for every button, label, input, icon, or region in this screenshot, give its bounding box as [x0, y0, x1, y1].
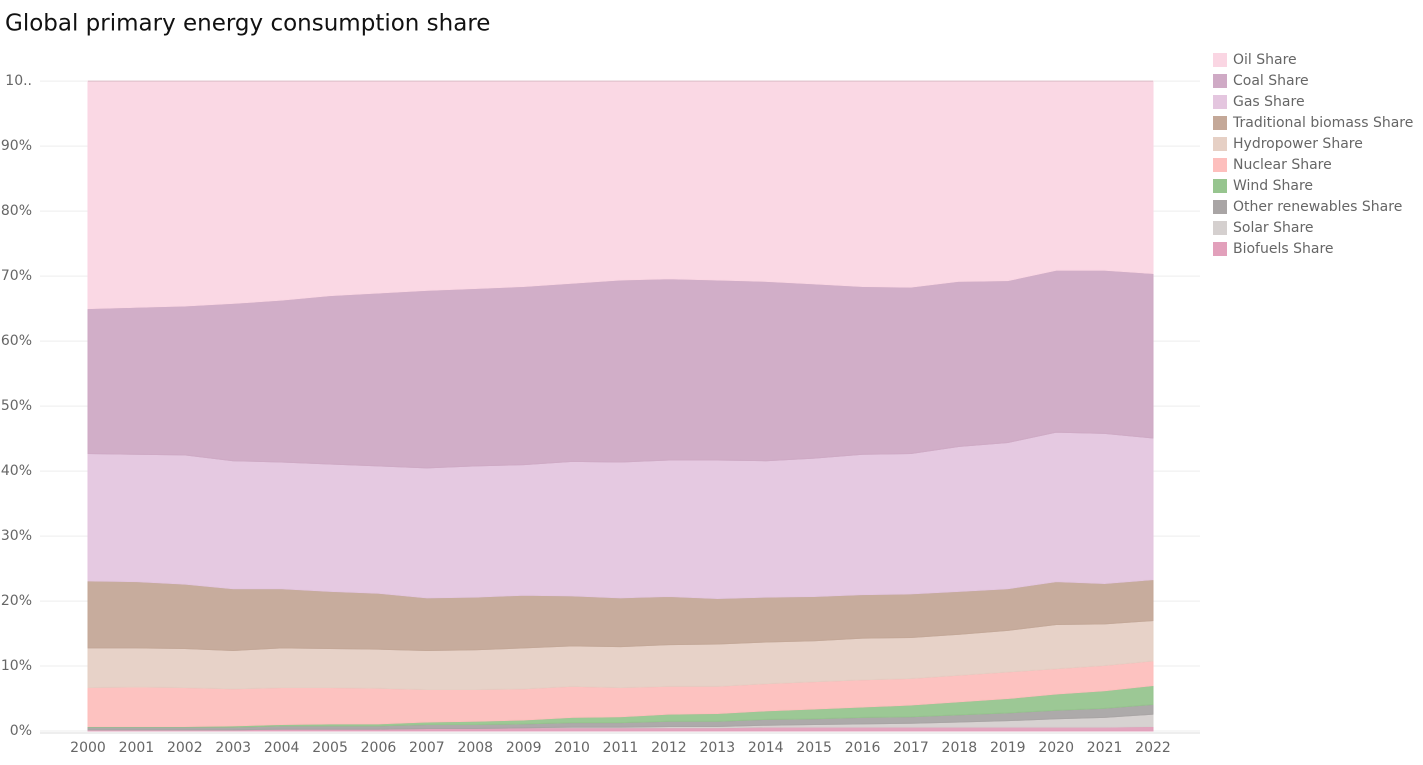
legend-swatch — [1213, 200, 1227, 214]
legend-label: Hydropower Share — [1233, 136, 1363, 152]
x-tick-label: 2002 — [167, 740, 203, 756]
y-tick-label: 30% — [1, 528, 32, 544]
legend-label: Traditional biomass Share — [1232, 115, 1413, 131]
x-tick-label: 2015 — [796, 740, 832, 756]
legend-label: Gas Share — [1233, 94, 1305, 110]
legend-swatch — [1213, 242, 1227, 256]
legend-swatch — [1213, 116, 1227, 130]
x-tick-label: 2019 — [990, 740, 1026, 756]
y-tick-label: 80% — [1, 203, 32, 219]
x-tick-label: 2014 — [748, 740, 784, 756]
x-tick-label: 2012 — [651, 740, 687, 756]
x-tick-label: 2016 — [845, 740, 881, 756]
legend-swatch — [1213, 179, 1227, 193]
y-tick-label: 10.. — [5, 73, 32, 89]
legend-swatch — [1213, 95, 1227, 109]
legend-swatch — [1213, 53, 1227, 67]
x-tick-label: 2004 — [264, 740, 300, 756]
x-tick-label: 2021 — [1087, 740, 1123, 756]
x-tick-label: 2017 — [893, 740, 929, 756]
x-tick-label: 2013 — [699, 740, 735, 756]
x-tick-label: 2022 — [1135, 740, 1171, 756]
legend-label: Biofuels Share — [1233, 241, 1334, 257]
chart-title: Global primary energy consumption share — [5, 11, 490, 37]
x-tick-label: 2007 — [409, 740, 445, 756]
legend-label: Wind Share — [1233, 178, 1313, 194]
legend-label: Coal Share — [1233, 73, 1309, 89]
legend-label: Other renewables Share — [1233, 199, 1402, 215]
legend-swatch — [1213, 137, 1227, 151]
legend-label: Oil Share — [1233, 52, 1297, 68]
legend-swatch — [1213, 74, 1227, 88]
legend-swatch — [1213, 158, 1227, 172]
x-tick-label: 2003 — [215, 740, 251, 756]
y-tick-label: 20% — [1, 593, 32, 609]
x-tick-label: 2020 — [1038, 740, 1074, 756]
x-tick-label: 2018 — [942, 740, 978, 756]
y-tick-label: 70% — [1, 268, 32, 284]
y-tick-label: 0% — [10, 723, 32, 739]
x-tick-label: 2011 — [603, 740, 639, 756]
x-tick-label: 2000 — [70, 740, 106, 756]
x-tick-label: 2008 — [457, 740, 493, 756]
x-tick-label: 2010 — [554, 740, 590, 756]
y-tick-label: 10% — [1, 658, 32, 674]
legend-swatch — [1213, 221, 1227, 235]
legend-label: Solar Share — [1233, 220, 1314, 236]
y-tick-label: 60% — [1, 333, 32, 349]
y-tick-label: 90% — [1, 138, 32, 154]
x-tick-label: 2005 — [312, 740, 348, 756]
y-tick-label: 50% — [1, 398, 32, 414]
area — [87, 80, 1154, 310]
y-tick-label: 40% — [1, 463, 32, 479]
x-tick-label: 2001 — [119, 740, 155, 756]
x-tick-label: 2009 — [506, 740, 542, 756]
legend-label: Nuclear Share — [1233, 157, 1332, 173]
x-tick-label: 2006 — [361, 740, 397, 756]
